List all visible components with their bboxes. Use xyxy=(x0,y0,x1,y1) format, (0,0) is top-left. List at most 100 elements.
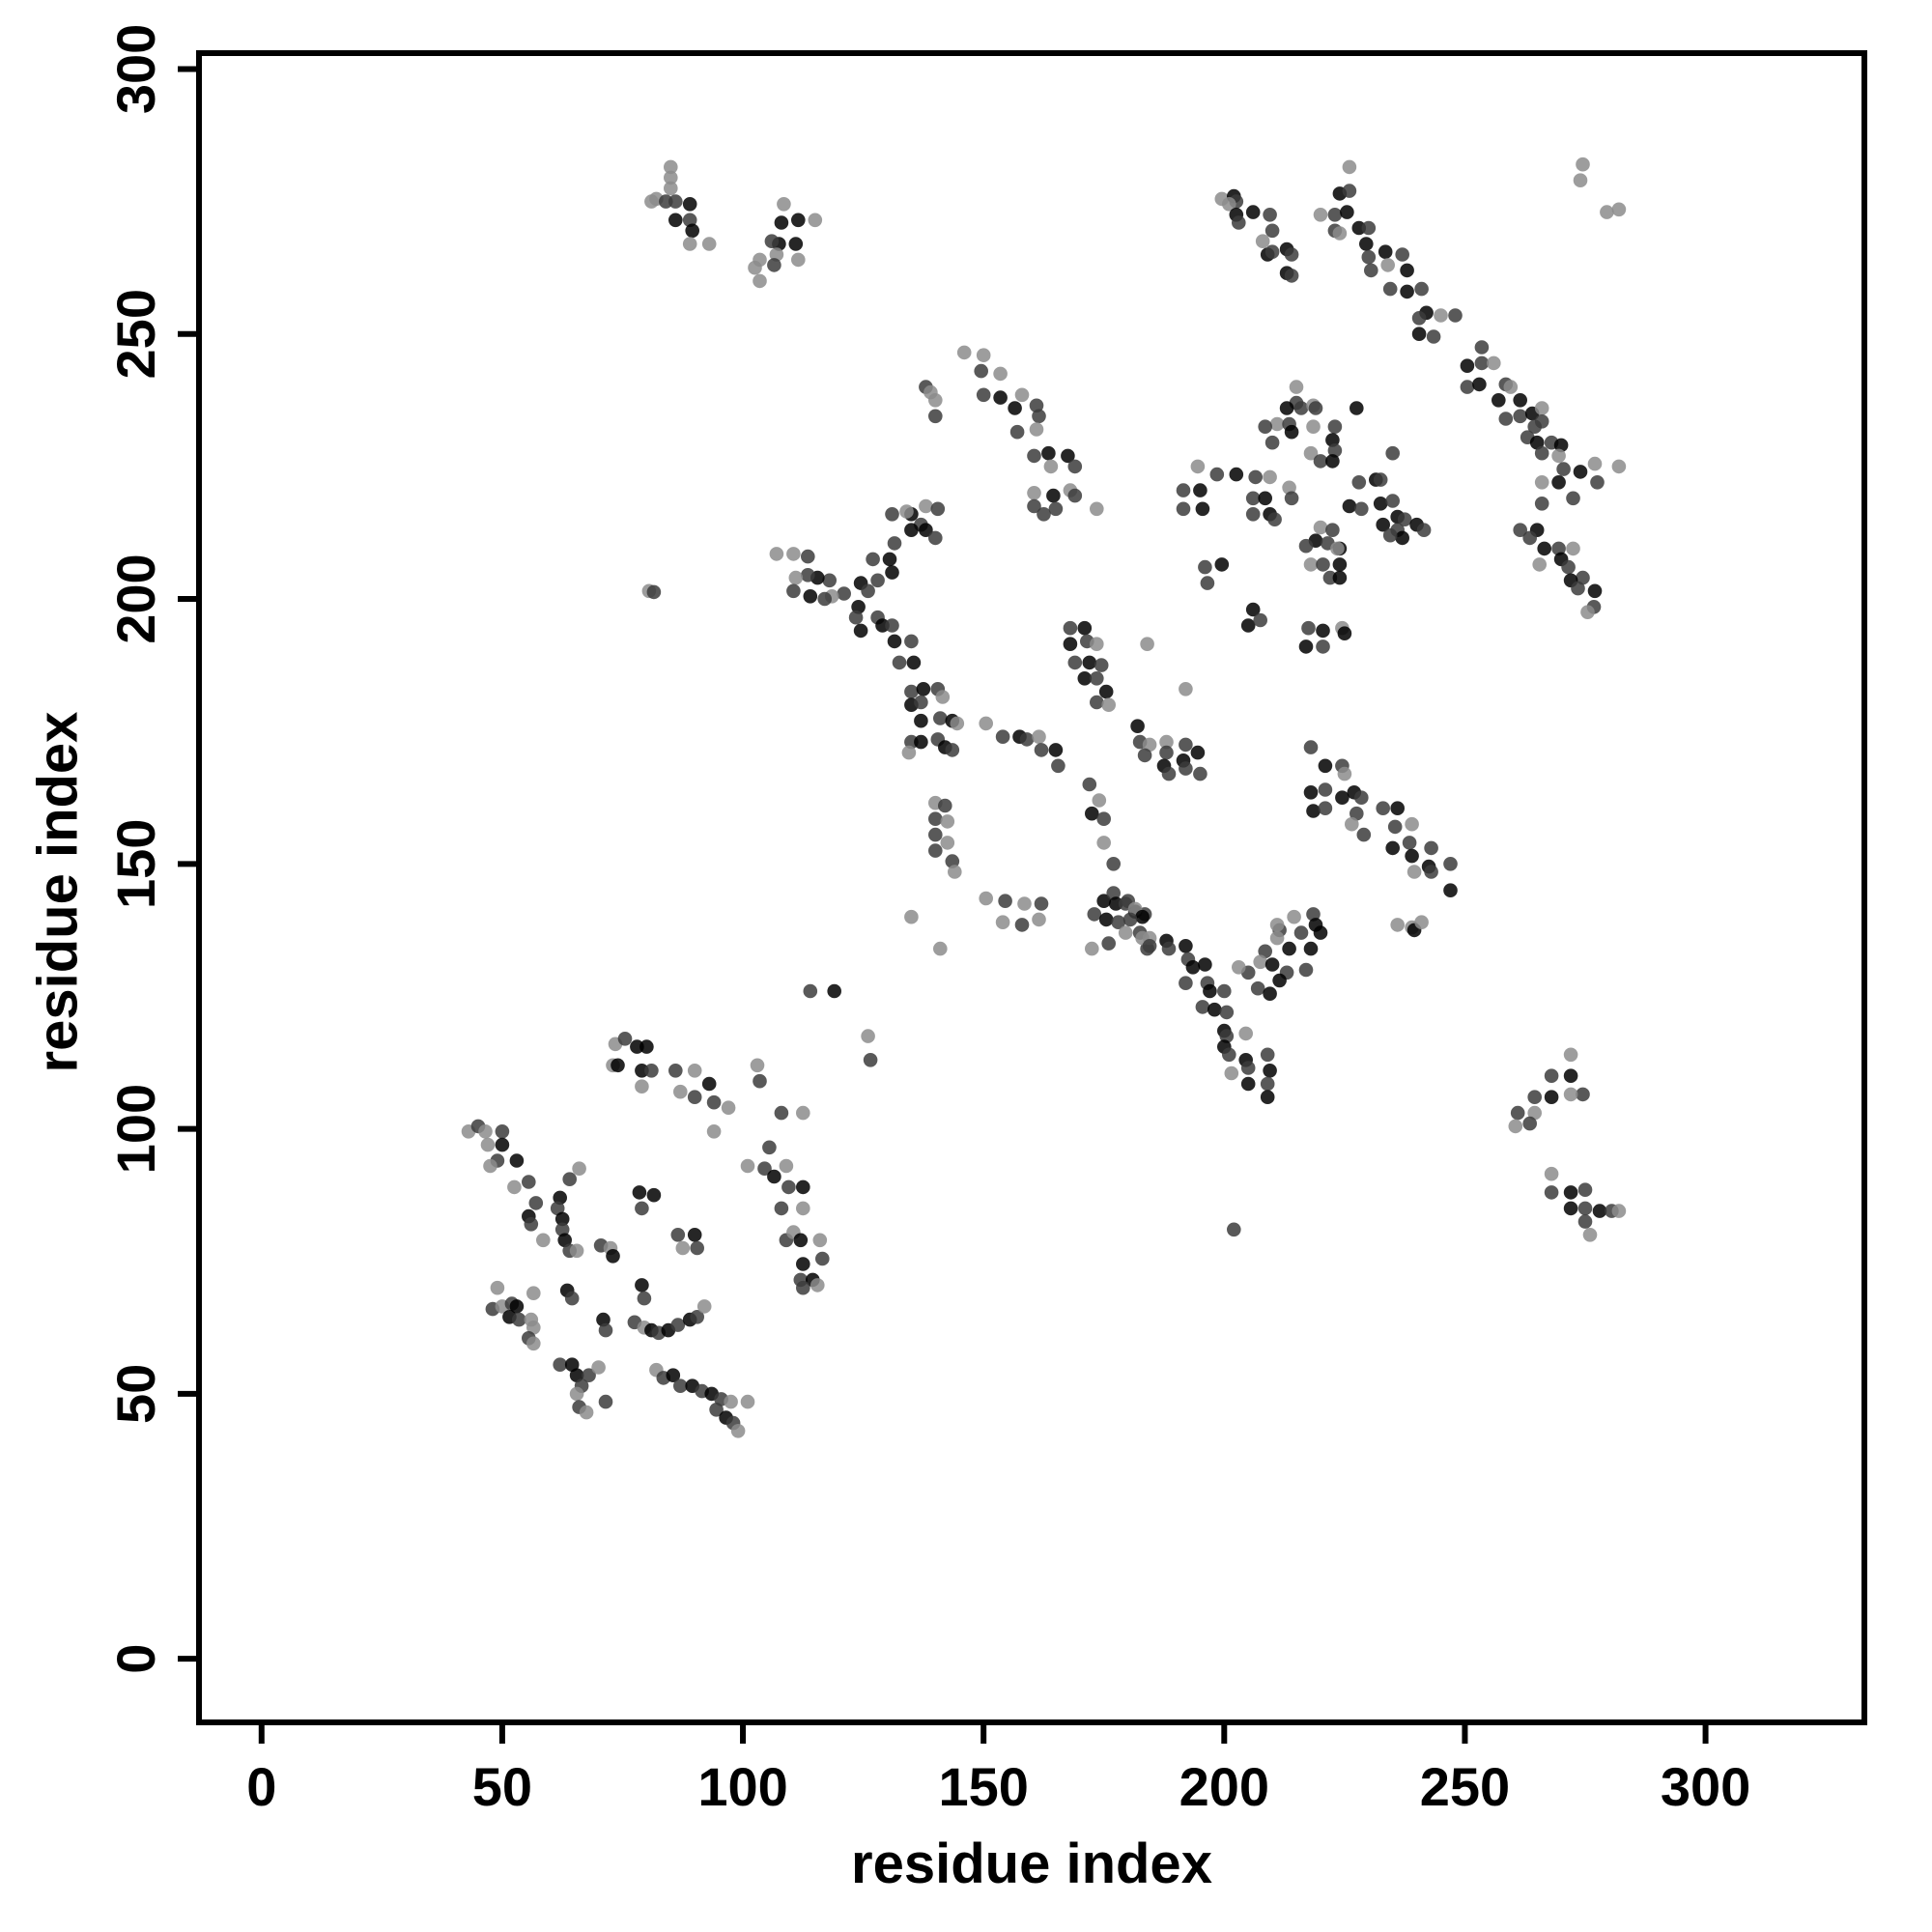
data-point xyxy=(1258,419,1272,435)
data-point xyxy=(1529,435,1545,450)
data-point xyxy=(945,743,960,757)
data-point xyxy=(1350,806,1364,821)
data-point xyxy=(1048,501,1064,517)
data-point xyxy=(490,1280,505,1295)
data-point xyxy=(740,1158,755,1174)
data-point xyxy=(1364,263,1378,278)
data-point xyxy=(1264,244,1280,259)
data-point xyxy=(1385,494,1400,508)
data-point xyxy=(1378,244,1393,259)
data-point xyxy=(933,711,948,725)
data-point xyxy=(1111,915,1125,929)
data-point xyxy=(564,1291,580,1306)
data-point xyxy=(803,589,818,604)
data-point xyxy=(1142,737,1157,753)
data-point xyxy=(904,734,919,750)
data-point xyxy=(617,1032,633,1046)
data-point xyxy=(1098,912,1114,927)
data-point xyxy=(1027,448,1041,464)
data-point xyxy=(1179,682,1193,696)
data-point xyxy=(1577,1182,1593,1197)
data-point xyxy=(526,1321,541,1335)
data-point xyxy=(1159,745,1174,760)
data-point xyxy=(526,1286,541,1300)
data-point xyxy=(1185,960,1201,975)
data-point xyxy=(885,565,899,580)
data-point xyxy=(526,1336,541,1351)
x-tick-label: 150 xyxy=(938,1756,1028,1817)
data-point xyxy=(774,215,789,230)
data-point xyxy=(1208,1002,1222,1017)
data-point xyxy=(1137,748,1152,763)
data-point xyxy=(553,1357,567,1372)
data-point xyxy=(887,634,902,649)
data-point xyxy=(1424,840,1438,856)
data-point xyxy=(1264,957,1280,972)
data-point xyxy=(1034,896,1049,911)
data-point xyxy=(1179,939,1193,953)
data-point xyxy=(1325,454,1340,469)
data-point xyxy=(1313,520,1328,535)
data-point xyxy=(767,258,781,272)
data-point xyxy=(861,583,875,599)
data-point xyxy=(796,1179,810,1195)
data-point xyxy=(796,1257,810,1271)
data-point xyxy=(1327,208,1343,222)
data-point xyxy=(753,273,767,289)
data-point xyxy=(1101,936,1116,951)
data-point xyxy=(668,213,683,228)
data-point xyxy=(904,523,919,537)
data-point xyxy=(1351,475,1367,490)
data-point xyxy=(956,345,972,360)
data-point xyxy=(1179,976,1193,990)
data-point xyxy=(1195,1000,1210,1014)
data-point xyxy=(1332,557,1348,572)
data-point xyxy=(1027,498,1041,514)
data-point xyxy=(914,734,928,750)
y-axis-title: residue index xyxy=(26,711,90,1073)
data-point xyxy=(1337,626,1352,640)
data-point xyxy=(740,1394,755,1409)
data-point xyxy=(1487,355,1501,371)
data-point xyxy=(974,363,988,379)
data-point xyxy=(690,1310,704,1324)
data-point xyxy=(664,170,678,185)
data-point xyxy=(1306,804,1321,818)
data-point xyxy=(1269,416,1285,432)
data-point xyxy=(670,1228,686,1242)
data-point xyxy=(1587,456,1603,471)
data-point xyxy=(1190,459,1206,474)
data-point xyxy=(1563,1087,1578,1102)
data-point xyxy=(664,159,678,175)
data-point xyxy=(748,260,762,275)
data-point xyxy=(1576,570,1590,585)
data-point xyxy=(979,716,993,731)
data-point xyxy=(1193,766,1208,781)
data-point xyxy=(1474,355,1490,371)
data-point xyxy=(1527,1090,1542,1104)
data-point xyxy=(1240,1076,1256,1092)
data-point xyxy=(1571,581,1585,596)
data-point xyxy=(1513,409,1527,424)
data-point xyxy=(885,618,899,633)
data-point xyxy=(1313,454,1328,469)
data-point xyxy=(1161,941,1177,956)
data-point xyxy=(1284,269,1299,283)
data-point xyxy=(791,213,806,228)
data-point xyxy=(1327,443,1343,458)
data-point xyxy=(1009,424,1025,440)
data-point xyxy=(788,237,804,251)
data-point xyxy=(1264,435,1280,450)
data-point xyxy=(512,1312,526,1327)
data-point xyxy=(1325,523,1340,537)
data-point xyxy=(976,387,991,403)
data-point xyxy=(635,1079,649,1094)
data-point xyxy=(1193,483,1208,497)
data-point xyxy=(899,504,914,519)
data-point xyxy=(1063,620,1078,636)
data-point xyxy=(928,811,943,826)
data-point xyxy=(1034,743,1049,757)
data-point xyxy=(1563,1201,1578,1216)
data-point xyxy=(1573,173,1588,187)
